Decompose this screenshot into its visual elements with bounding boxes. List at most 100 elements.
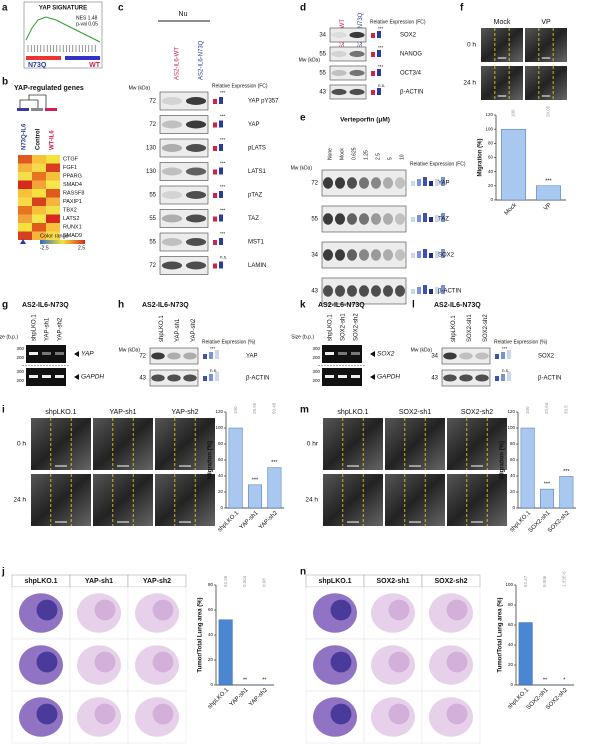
label: 34 xyxy=(431,354,438,360)
y-tick-label: 20 xyxy=(218,489,224,494)
panel-letter: d xyxy=(300,3,306,14)
x-tick-label: YAP-sh1 xyxy=(239,510,260,531)
label: YAP xyxy=(81,351,94,358)
x-tick-label: YAP-sh2 xyxy=(258,510,279,531)
label: TAZ xyxy=(248,216,259,222)
gsea-curve xyxy=(25,16,101,43)
label: 24 h xyxy=(463,80,476,87)
lane-label: AS2-IL6-N73Q xyxy=(198,40,204,80)
band xyxy=(161,120,183,129)
heat-cell xyxy=(18,214,32,223)
heat-cell xyxy=(32,206,46,215)
label: 300 xyxy=(16,369,24,374)
mini-bar xyxy=(423,249,427,258)
lung-section xyxy=(446,703,468,725)
mini-bar xyxy=(429,289,433,294)
band xyxy=(161,144,183,152)
mini-bar xyxy=(411,289,415,294)
label: NES 1.48 xyxy=(76,15,98,21)
x-tick-label: YAP-sh2 xyxy=(248,687,269,708)
mini-bar xyxy=(429,253,433,258)
bar xyxy=(228,427,243,509)
band xyxy=(370,213,382,225)
label: AS2-IL6-N73Q xyxy=(142,302,189,309)
heat-cell xyxy=(18,189,32,198)
y-tick-label: 0 xyxy=(210,682,213,687)
label: Control xyxy=(36,128,42,150)
heat-cell xyxy=(46,172,60,181)
label: YAP pY357 xyxy=(248,99,279,105)
significance: *** xyxy=(252,477,259,483)
y-tick-label: 100 xyxy=(485,126,493,131)
label: *** xyxy=(378,45,384,50)
lung-section xyxy=(330,599,352,621)
band xyxy=(346,249,358,261)
band xyxy=(349,69,365,77)
band xyxy=(331,69,347,77)
mini-bar xyxy=(423,177,427,186)
band xyxy=(161,214,183,223)
lung-section xyxy=(152,703,174,725)
mini-bar xyxy=(377,88,381,95)
label: *** xyxy=(378,64,384,69)
bar xyxy=(520,427,535,509)
y-tick-label: 60 xyxy=(508,622,514,627)
label: Mw (kDa) xyxy=(411,347,433,353)
lane-label: 10 xyxy=(400,154,406,160)
band xyxy=(334,249,346,261)
label: 2.5 xyxy=(78,245,85,251)
label: *** xyxy=(220,137,226,142)
label: Relative Expression (FC) xyxy=(410,161,466,167)
lung-section xyxy=(152,651,174,673)
micrograph xyxy=(481,28,523,62)
value-label: 50.48 xyxy=(272,402,277,414)
mini-bar xyxy=(377,31,381,38)
micrograph xyxy=(31,474,91,526)
gel-band xyxy=(55,375,64,378)
heat-cell xyxy=(46,163,60,172)
band xyxy=(346,285,358,297)
lung-section xyxy=(330,703,352,725)
label: SOX2-sh1 xyxy=(399,409,431,416)
label: *** xyxy=(220,114,226,119)
label: 200 xyxy=(16,355,24,360)
label: p-val 0.05 xyxy=(76,21,98,27)
mini-bar xyxy=(213,169,217,175)
band xyxy=(185,120,207,129)
mini-bar xyxy=(215,372,219,381)
mini-bar xyxy=(215,350,219,359)
label: 200 xyxy=(16,378,24,383)
x-tick-label: shpLKO.1 xyxy=(217,510,241,534)
mini-bar xyxy=(219,238,223,245)
label: 72 xyxy=(311,181,318,187)
band xyxy=(349,31,365,39)
blot xyxy=(159,256,209,275)
label: 43 xyxy=(319,90,326,96)
y-tick-label: 40 xyxy=(488,169,494,174)
heat-cell xyxy=(46,206,60,215)
label: 200 xyxy=(312,355,320,360)
label: YAP-sh1 xyxy=(109,409,136,416)
band xyxy=(151,374,165,382)
label: LATS1 xyxy=(248,169,267,175)
x-tick-label: YAP-sh1 xyxy=(229,687,250,708)
y-tick-label: 0 xyxy=(512,505,515,510)
y-tick-label: 60 xyxy=(488,155,494,160)
gel-band xyxy=(55,352,64,355)
label: SOX2 xyxy=(538,354,555,360)
label: 24 h xyxy=(305,497,318,504)
label: Mw (kDa) xyxy=(299,57,321,63)
label: 24 h xyxy=(13,497,26,504)
mini-bar xyxy=(411,253,415,258)
label: *** xyxy=(220,184,226,189)
mini-bar xyxy=(411,217,415,222)
rank-bar xyxy=(26,56,61,60)
label: *** xyxy=(378,26,384,31)
x-tick-label: VP xyxy=(543,202,553,212)
lung-section xyxy=(330,651,352,673)
mini-bar xyxy=(435,287,439,294)
band xyxy=(382,285,394,297)
panel-letter: g xyxy=(2,300,8,311)
mini-bar xyxy=(435,179,439,186)
band xyxy=(475,374,489,382)
